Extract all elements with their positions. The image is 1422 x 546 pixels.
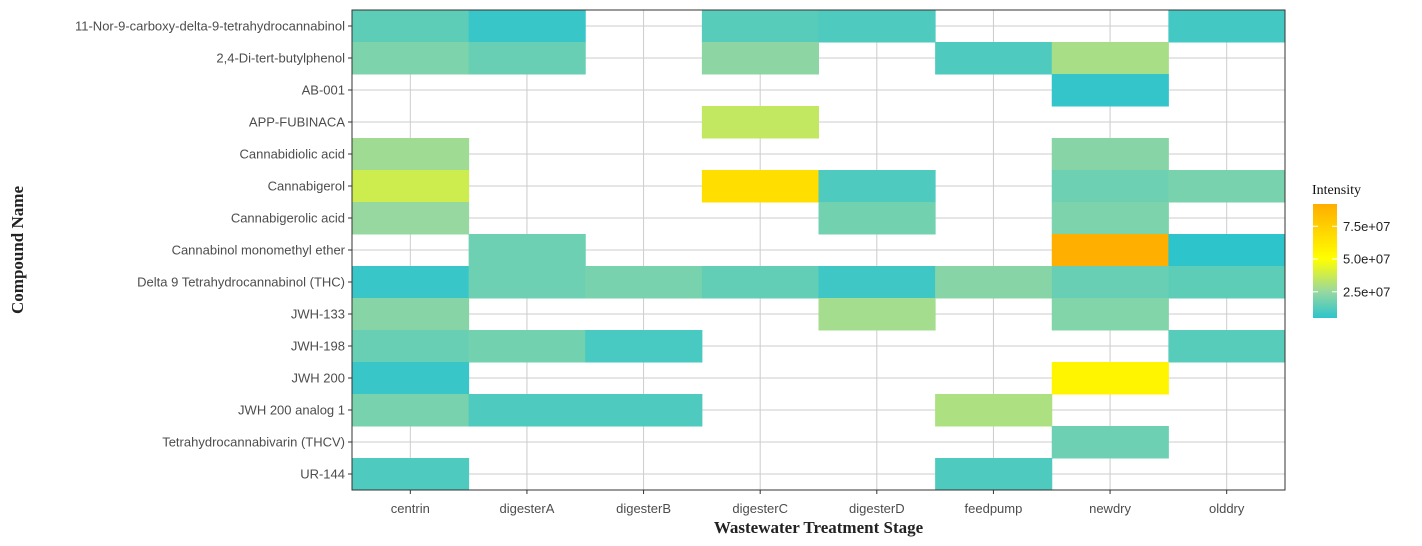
x-tick-label: olddry: [1209, 501, 1245, 516]
heatmap-cell: [585, 394, 703, 427]
y-tick-label: Tetrahydrocannabivarin (THCV): [162, 435, 345, 450]
heatmap-cell: [935, 394, 1053, 427]
x-axis-ticks: centrin digesterA digesterB digesterC digest…: [391, 490, 1245, 516]
y-tick-label: 11-Nor-9-carboxy-delta-9-tetrahydrocanna…: [75, 19, 345, 34]
legend-tick-label: 5.0e+07: [1343, 252, 1390, 267]
heatmap-cells: [352, 10, 1286, 491]
heatmap-cell: [352, 362, 470, 395]
heatmap-cell: [352, 170, 470, 203]
legend-colorbar: [1313, 204, 1337, 318]
x-tick-label: digesterC: [732, 501, 788, 516]
heatmap-cell: [352, 266, 470, 299]
heatmap-cell: [468, 266, 586, 299]
y-tick-label: UR-144: [300, 467, 345, 482]
heatmap-cell: [935, 266, 1053, 299]
legend-tick-label: 2.5e+07: [1343, 284, 1390, 299]
legend-ticks: 2.5e+07 5.0e+07 7.5e+07: [1313, 219, 1390, 299]
heatmap-cell: [585, 330, 703, 363]
x-tick-label: digesterD: [849, 501, 905, 516]
heatmap-cell: [1051, 426, 1169, 459]
heatmap-cell: [1051, 362, 1169, 395]
heatmap-cell: [1051, 170, 1169, 203]
x-tick-label: feedpump: [965, 501, 1023, 516]
heatmap-cell: [1168, 170, 1286, 203]
heatmap-cell: [818, 10, 936, 43]
heatmap-cell: [352, 138, 470, 171]
heatmap-cell: [1168, 10, 1286, 43]
y-tick-label: Cannabigerolic acid: [231, 211, 345, 226]
heatmap-cell: [1168, 266, 1286, 299]
heatmap-cell: [935, 42, 1053, 75]
x-tick-label: digesterA: [499, 501, 554, 516]
heatmap-cell: [468, 394, 586, 427]
legend-title: Intensity: [1312, 183, 1361, 198]
heatmap-cell: [1051, 74, 1169, 107]
legend-tick-label: 7.5e+07: [1343, 219, 1390, 234]
heatmap-cell: [468, 330, 586, 363]
y-tick-label: APP-FUBINACA: [249, 115, 345, 130]
heatmap-cell: [701, 42, 819, 75]
heatmap-cell: [818, 266, 936, 299]
y-tick-label: 2,4-Di-tert-butylphenol: [216, 51, 345, 66]
heatmap-cell: [935, 458, 1053, 491]
heatmap-cell: [701, 170, 819, 203]
heatmap-cell: [1051, 138, 1169, 171]
y-tick-label: Cannabigerol: [268, 179, 345, 194]
y-tick-label: Cannabinol monomethyl ether: [172, 243, 346, 258]
heatmap-cell: [818, 202, 936, 235]
y-tick-label: JWH 200: [292, 371, 345, 386]
heatmap-cell: [352, 202, 470, 235]
heatmap-cell: [1168, 234, 1286, 267]
heatmap-cell: [352, 42, 470, 75]
y-tick-label: AB-001: [302, 83, 345, 98]
heatmap-cell: [1168, 330, 1286, 363]
heatmap-cell: [468, 234, 586, 267]
legend: Intensity 2.5e+07 5.0e+07 7.5e+07: [1312, 183, 1390, 318]
y-axis-ticks: 11-Nor-9-carboxy-delta-9-tetrahydrocanna…: [75, 19, 352, 482]
heatmap-cell: [818, 170, 936, 203]
heatmap-cell: [352, 394, 470, 427]
y-axis-title: Compound Name: [8, 186, 27, 314]
heatmap-cell: [701, 106, 819, 139]
heatmap-cell: [1051, 202, 1169, 235]
heatmap-cell: [352, 330, 470, 363]
y-tick-label: Delta 9 Tetrahydrocannabinol (THC): [137, 275, 345, 290]
y-tick-label: JWH-133: [291, 307, 345, 322]
heatmap-cell: [1051, 42, 1169, 75]
y-tick-label: Cannabidiolic acid: [239, 147, 345, 162]
heatmap-cell: [701, 266, 819, 299]
y-tick-label: JWH-198: [291, 339, 345, 354]
heatmap-cell: [1051, 298, 1169, 331]
heatmap-cell: [352, 458, 470, 491]
heatmap-cell: [468, 42, 586, 75]
x-tick-label: digesterB: [616, 501, 671, 516]
x-tick-label: newdry: [1089, 501, 1131, 516]
heatmap-cell: [352, 298, 470, 331]
heatmap-cell: [352, 10, 470, 43]
y-tick-label: JWH 200 analog 1: [238, 403, 345, 418]
heatmap-cell: [701, 10, 819, 43]
heatmap-cell: [1051, 266, 1169, 299]
heatmap-cell: [585, 266, 703, 299]
heatmap-cell: [468, 10, 586, 43]
heatmap-cell: [818, 298, 936, 331]
x-tick-label: centrin: [391, 501, 430, 516]
x-axis-title: Wastewater Treatment Stage: [714, 518, 924, 537]
heatmap-cell: [1051, 234, 1169, 267]
